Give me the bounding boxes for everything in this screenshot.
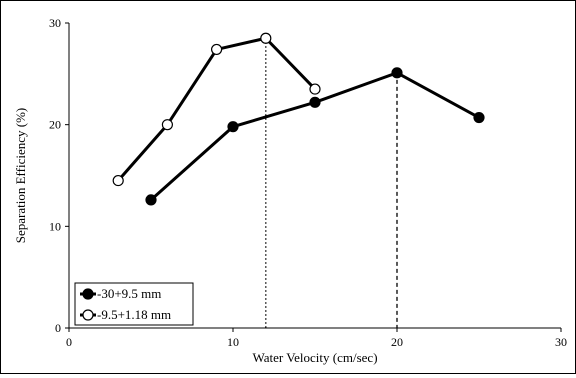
legend-box [74, 282, 194, 326]
data-point [309, 83, 321, 95]
legend-label: -30+9.5 mm [97, 286, 161, 301]
y-tick-label: 10 [49, 219, 61, 233]
reference-lines [265, 38, 398, 328]
data-point [145, 194, 157, 206]
data-point [473, 111, 485, 124]
y-tick-label: 0 [55, 321, 61, 335]
legend: -30+9.5 mm -9.5+1.18 mm [74, 282, 194, 326]
axes [65, 22, 562, 332]
legend-label: -9.5+1.18 mm [97, 307, 171, 322]
data-point [112, 174, 124, 187]
data-point [211, 43, 223, 56]
data-point [161, 119, 173, 131]
legend-marker [82, 309, 94, 321]
data-point [227, 121, 239, 133]
legend-marker [82, 288, 94, 300]
series-2 [112, 32, 321, 187]
x-tick-label: 10 [227, 335, 239, 349]
tick-labels: 0 10 20 30 0 10 20 30 [49, 16, 567, 349]
data-point [391, 67, 403, 79]
y-tick-label: 30 [49, 16, 61, 30]
data-point [260, 32, 272, 44]
series-group [112, 32, 485, 206]
data-point [309, 96, 321, 108]
x-tick-label: 30 [555, 335, 567, 349]
x-axis-label: Water Velocity (cm/sec) [252, 350, 377, 365]
series-1 [145, 67, 485, 206]
x-tick-label: 20 [391, 335, 403, 349]
series-line-2 [117, 36, 317, 182]
legend-entry-1: -30+9.5 mm [80, 286, 161, 301]
x-tick-label: 0 [66, 335, 72, 349]
y-axis-label: Separation Efficiency (%) [13, 108, 28, 243]
y-tick-label: 20 [49, 118, 61, 132]
legend-entry-2: -9.5+1.18 mm [80, 307, 171, 322]
